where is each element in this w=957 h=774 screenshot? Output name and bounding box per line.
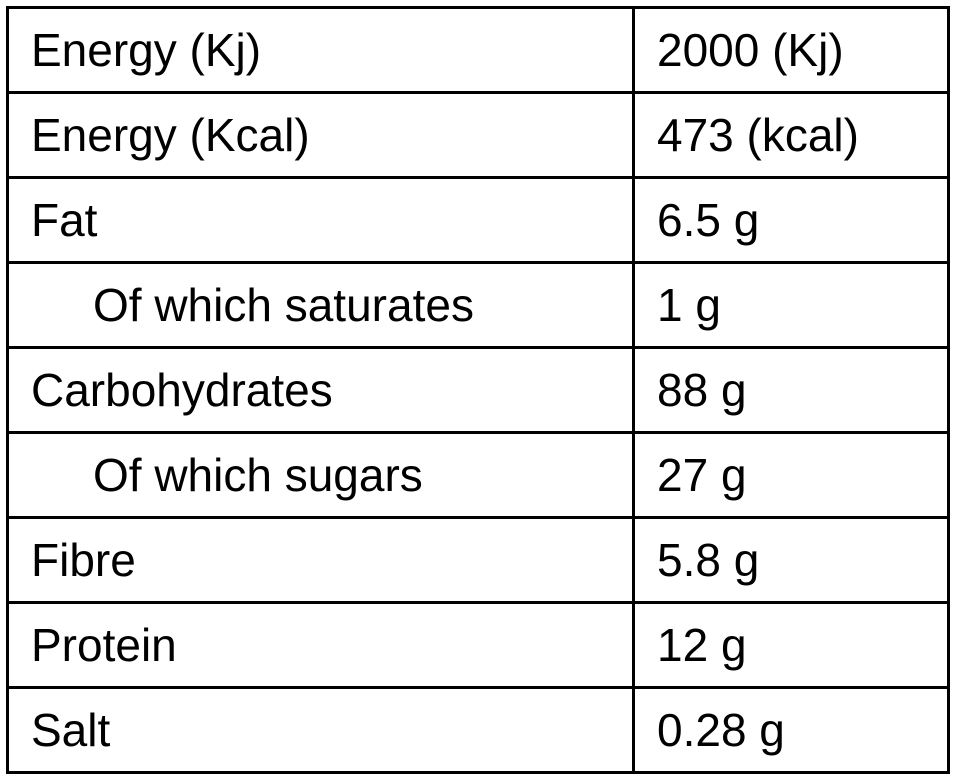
nutrient-value: 6.5 g [632,176,950,264]
table-row: Carbohydrates 88 g [6,346,950,434]
table-row: Fibre 5.8 g [6,516,950,604]
nutrition-table: Energy (Kj) 2000 (Kj) Energy (Kcal) 473 … [6,6,950,774]
table-row: Of which sugars 27 g [6,431,950,519]
nutrient-label: Fibre [6,516,635,604]
nutrient-value: 0.28 g [632,686,950,774]
nutrient-value: 473 (kcal) [632,91,950,179]
nutrient-value: 12 g [632,601,950,689]
nutrient-sublabel: Of which sugars [6,431,635,519]
nutrient-value: 5.8 g [632,516,950,604]
nutrient-label: Protein [6,601,635,689]
nutrient-sublabel: Of which saturates [6,261,635,349]
nutrient-value: 27 g [632,431,950,519]
table-row: Energy (Kcal) 473 (kcal) [6,91,950,179]
table-row: Fat 6.5 g [6,176,950,264]
table-row: Protein 12 g [6,601,950,689]
nutrient-value: 88 g [632,346,950,434]
table-row: Of which saturates 1 g [6,261,950,349]
nutrient-label: Salt [6,686,635,774]
nutrient-value: 1 g [632,261,950,349]
nutrient-label: Carbohydrates [6,346,635,434]
nutrient-label: Fat [6,176,635,264]
nutrient-label: Energy (Kcal) [6,91,635,179]
nutrient-label: Energy (Kj) [6,6,635,94]
nutrient-value: 2000 (Kj) [632,6,950,94]
table-row: Salt 0.28 g [6,686,950,774]
table-row: Energy (Kj) 2000 (Kj) [6,6,950,94]
